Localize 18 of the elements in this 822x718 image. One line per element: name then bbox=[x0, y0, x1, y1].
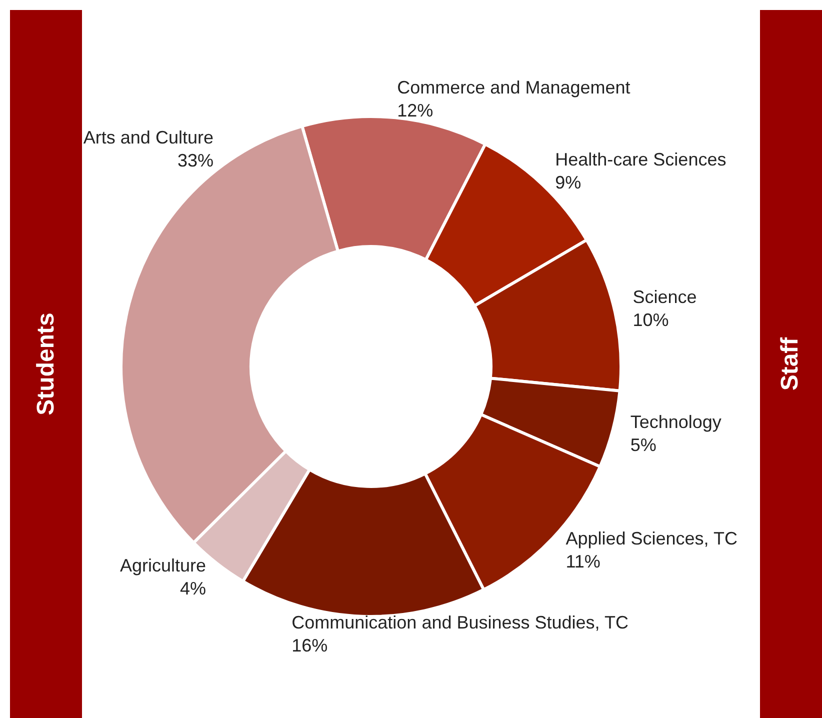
slice-label: Commerce and Management bbox=[397, 78, 630, 98]
data-label: 11% bbox=[566, 552, 600, 572]
data-label: 10% bbox=[632, 310, 669, 330]
data-label: 9% bbox=[555, 172, 582, 193]
slice-label: Agriculture bbox=[120, 556, 206, 576]
slice-label: Health-care Sciences bbox=[555, 150, 726, 170]
data-label: 12% bbox=[397, 100, 434, 121]
slice-label: Communication and Business Studies, TC bbox=[292, 612, 628, 632]
data-label: 5% bbox=[630, 435, 656, 456]
slice-label: Technology bbox=[630, 412, 722, 432]
side-tab: Staff bbox=[760, 10, 822, 718]
data-label: 16% bbox=[292, 635, 328, 656]
slice-label: Applied Sciences, TC bbox=[566, 528, 738, 549]
side-tab: Students bbox=[10, 10, 82, 718]
slice-label: Science bbox=[632, 286, 697, 307]
slice-label: Arts and Culture bbox=[83, 128, 214, 148]
data-label: 4% bbox=[180, 578, 206, 599]
data-label: 33% bbox=[177, 150, 214, 171]
